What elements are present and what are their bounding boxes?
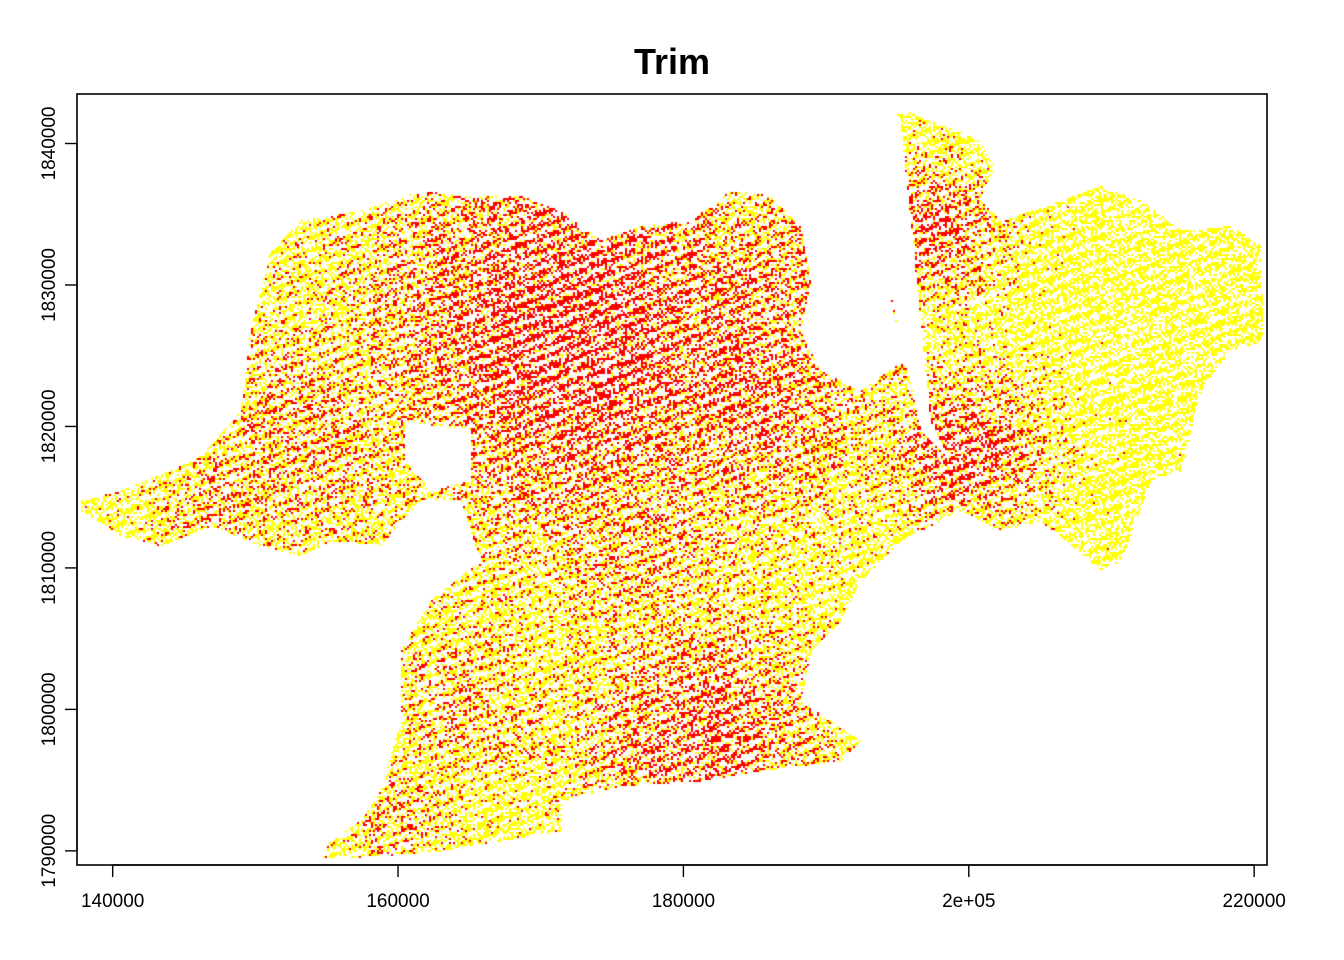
y-tick-label: 1830000 xyxy=(39,248,60,322)
x-tick-label: 140000 xyxy=(81,891,144,912)
x-tick-label: 180000 xyxy=(652,891,715,912)
y-tick-label: 1810000 xyxy=(39,531,60,605)
x-tick-label: 220000 xyxy=(1222,891,1285,912)
raster-image xyxy=(77,94,1267,865)
y-axis: 1790000 1800000 1810000 1820000 1830000 18400… xyxy=(39,107,78,888)
x-axis: 140000 160000 180000 2e+05 220000 xyxy=(81,864,1286,912)
x-tick-label: 2e+05 xyxy=(942,891,995,912)
y-tick-label: 1820000 xyxy=(39,389,60,463)
raster-cells xyxy=(77,94,1267,865)
y-tick-label: 1840000 xyxy=(39,107,60,181)
x-tick-label: 160000 xyxy=(366,891,429,912)
y-tick-label: 1800000 xyxy=(39,672,60,746)
y-tick-label: 1790000 xyxy=(39,814,60,888)
plot-title: Trim xyxy=(634,41,710,82)
